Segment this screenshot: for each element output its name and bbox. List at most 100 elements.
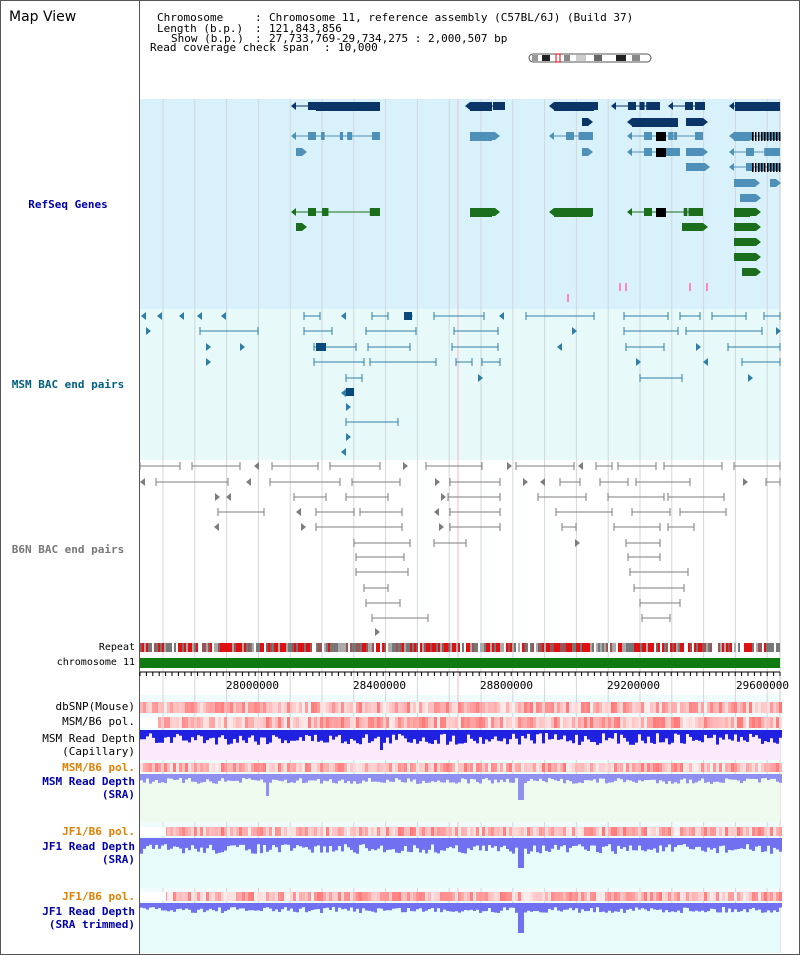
- depth-bar: [413, 774, 416, 780]
- depth-bar: [623, 838, 626, 848]
- heat-cell: [365, 892, 368, 901]
- depth-bar: [413, 838, 416, 846]
- bac-end: [703, 358, 708, 366]
- refseq-genes-label[interactable]: RefSeq Genes: [28, 198, 108, 211]
- repeat-element: [642, 643, 644, 652]
- depth-bar: [266, 903, 269, 908]
- repeat-element: [224, 643, 226, 652]
- depth-bar: [209, 774, 212, 782]
- heat-cell: [584, 763, 587, 772]
- length-label: Length (b.p.): [157, 22, 244, 35]
- heat-cell: [647, 892, 650, 901]
- depth-bar: [542, 838, 545, 846]
- heat-cell: [581, 827, 584, 836]
- depth-bar: [776, 774, 779, 782]
- repeat-element: [714, 643, 716, 652]
- heat-cell: [389, 702, 392, 713]
- heat-cell: [524, 827, 527, 836]
- depth-bar: [776, 730, 779, 744]
- depth-bar: [635, 838, 638, 851]
- depth-bar: [410, 838, 413, 853]
- heat-cell: [749, 827, 752, 836]
- depth-bar: [329, 774, 332, 780]
- depth-bar: [692, 774, 695, 784]
- heat-cell: [362, 717, 365, 728]
- repeat-element: [536, 643, 538, 652]
- repeat-element: [278, 643, 280, 652]
- heat-cell: [311, 717, 314, 728]
- depth-bar: [290, 903, 293, 909]
- depth-bar: [692, 838, 695, 850]
- heat-cell: [290, 717, 293, 728]
- depth-bar: [716, 903, 719, 913]
- gene-exon: [764, 148, 769, 156]
- msm-bac-label[interactable]: MSM BAC end pairs: [11, 378, 125, 391]
- heat-cell: [434, 702, 437, 713]
- depth-bar: [665, 730, 668, 739]
- depth-bar: [338, 774, 341, 781]
- depth-bar: [731, 838, 734, 851]
- heat-cell: [350, 827, 353, 836]
- heat-cell: [413, 717, 416, 728]
- heat-cell: [389, 827, 392, 836]
- repeat-element: [538, 643, 540, 652]
- depth-bar: [452, 838, 455, 849]
- heat-cell: [242, 702, 245, 713]
- gene-exon: [764, 163, 766, 172]
- gene-exon: [628, 102, 636, 110]
- depth-bar: [737, 730, 740, 742]
- heat-cell: [374, 717, 377, 728]
- gene-exon: [582, 148, 588, 156]
- heat-cell: [440, 702, 443, 713]
- depth-bar: [392, 774, 395, 782]
- heat-cell: [512, 702, 515, 713]
- depth-bar: [170, 774, 173, 779]
- gene-strand: [465, 102, 470, 110]
- heat-cell: [614, 827, 617, 836]
- heat-cell: [527, 702, 530, 713]
- depth-bar: [179, 838, 182, 849]
- repeat-element: [158, 643, 160, 652]
- depth-bar: [161, 730, 164, 743]
- heat-cell: [470, 892, 473, 901]
- depth-bar: [551, 730, 554, 739]
- depth-bar: [446, 903, 449, 911]
- heat-cell: [335, 702, 338, 713]
- depth-bar: [431, 838, 434, 845]
- gene-exon: [773, 132, 775, 141]
- heat-cell: [662, 702, 665, 713]
- repeat-element: [432, 643, 434, 652]
- depth-bar: [209, 903, 212, 909]
- heat-cell: [365, 763, 368, 772]
- heat-cell: [188, 827, 191, 836]
- heat-cell: [569, 827, 572, 836]
- depth-bar: [683, 774, 686, 779]
- heat-cell: [197, 702, 200, 713]
- gene-strand: [756, 223, 761, 231]
- depth-bar: [230, 903, 233, 908]
- heat-cell: [170, 702, 173, 713]
- b6n-bac-label[interactable]: B6N BAC end pairs: [11, 543, 125, 556]
- gene-exon: [746, 163, 754, 171]
- depth-bar: [548, 903, 551, 909]
- chromosome-ideogram[interactable]: [528, 52, 654, 64]
- depth-bar: [704, 903, 707, 913]
- heat-cell: [200, 763, 203, 772]
- heat-cell: [383, 827, 386, 836]
- depth-bar: [707, 774, 710, 782]
- depth-bar: [608, 774, 611, 783]
- depth-bar: [725, 730, 728, 735]
- depth-bar: [743, 730, 746, 741]
- heat-cell: [506, 763, 509, 772]
- heat-cell: [656, 763, 659, 772]
- dbsnp-label: dbSNP(Mouse): [55, 700, 135, 713]
- depth-bar: [728, 838, 731, 850]
- repeat-element: [424, 643, 426, 652]
- heat-cell: [707, 717, 710, 728]
- heat-cell: [626, 892, 629, 901]
- heat-cell: [416, 717, 419, 728]
- heat-cell: [353, 702, 356, 713]
- gene-exon: [734, 132, 750, 141]
- axis-tick-label: 28800000: [480, 679, 533, 692]
- repeat-element: [328, 643, 330, 652]
